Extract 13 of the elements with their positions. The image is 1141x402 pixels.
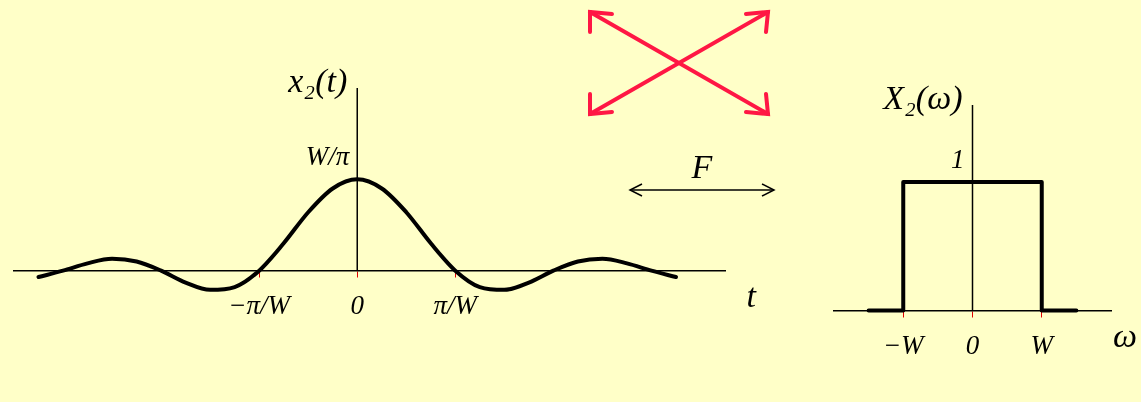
annotation: 1 [951, 143, 965, 174]
y-axis-title: x₂(t) [287, 62, 348, 100]
annotation: F [690, 148, 714, 185]
annotation: W/π [305, 140, 351, 171]
x-tick-label: 0 [965, 329, 980, 360]
x-tick-label: −W [882, 329, 927, 360]
x-axis-title: t [746, 276, 758, 314]
x-axis-title: ω [1112, 316, 1137, 354]
x-tick-label: −π/W [228, 289, 293, 320]
y-axis-title: X₂(ω) [881, 79, 963, 117]
x-tick-label: π/W [433, 289, 480, 320]
x-tick-label: 0 [350, 289, 365, 320]
x-tick-label: W [1030, 329, 1056, 360]
